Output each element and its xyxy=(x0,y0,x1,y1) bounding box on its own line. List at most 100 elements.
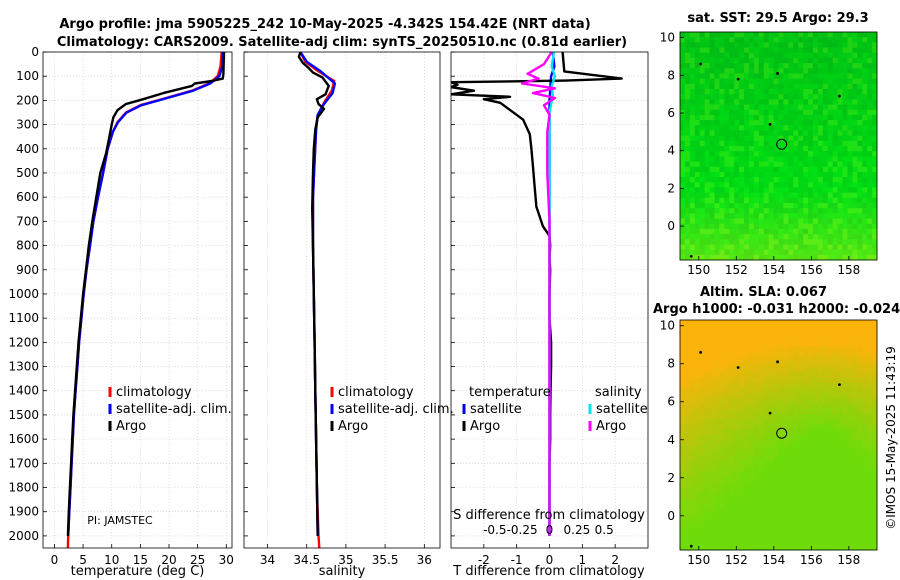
map-cell xyxy=(827,455,834,462)
map-cell xyxy=(778,130,784,137)
map-cell xyxy=(862,539,868,546)
map-cell xyxy=(734,429,740,436)
map-cell xyxy=(867,203,873,209)
map-cell xyxy=(734,135,740,142)
map-cell xyxy=(808,89,814,95)
sla-map-title: Altim. SLA: 0.067 xyxy=(700,285,827,300)
map-cell xyxy=(684,32,691,38)
map-cell xyxy=(744,534,750,540)
map-cell xyxy=(709,518,715,525)
map-cell xyxy=(744,398,750,405)
map-cell xyxy=(788,63,794,69)
map-cell xyxy=(778,151,784,157)
x-tick-label: 36 xyxy=(417,553,432,567)
map-cell xyxy=(827,182,834,188)
map-cell xyxy=(714,140,720,147)
map-cell xyxy=(808,455,814,462)
map-cell xyxy=(793,203,799,209)
map-cell xyxy=(827,89,834,95)
map-cell xyxy=(680,445,686,452)
map-cell xyxy=(684,223,691,230)
map-cell xyxy=(827,445,834,452)
map-cell xyxy=(744,52,750,59)
map-cell xyxy=(808,361,814,368)
x-tick-label: 156 xyxy=(800,553,823,567)
map-cell xyxy=(798,513,804,520)
map-cell xyxy=(822,197,829,204)
map-cell xyxy=(837,461,843,467)
map-cell xyxy=(847,120,853,126)
map-cell xyxy=(827,156,834,162)
map-cell xyxy=(793,335,799,342)
map-cell xyxy=(689,254,696,261)
map-cell xyxy=(798,346,804,352)
map-cell xyxy=(817,239,824,245)
map-cell xyxy=(788,197,794,204)
map-cell xyxy=(758,372,765,378)
map-cell xyxy=(763,68,770,74)
map-cell xyxy=(753,68,760,74)
map-cell xyxy=(837,518,843,525)
map-cell xyxy=(748,37,755,43)
map-cell xyxy=(773,223,779,230)
map-cell xyxy=(812,114,819,121)
map-cell xyxy=(744,208,750,214)
map-cell xyxy=(793,32,799,38)
map-cell xyxy=(808,94,814,100)
map-cell xyxy=(827,387,834,394)
map-cell xyxy=(714,351,720,357)
map-cell xyxy=(744,171,750,178)
map-cell xyxy=(778,89,784,95)
map-cell xyxy=(684,325,691,331)
map-cell xyxy=(862,466,868,472)
map-cell xyxy=(758,177,765,183)
map-cell xyxy=(817,156,824,162)
x-tick-label: 10 xyxy=(104,553,119,567)
x-tick-label: 152 xyxy=(725,553,748,567)
map-cell xyxy=(694,177,701,183)
map-cell xyxy=(822,492,829,499)
map-cell xyxy=(867,83,873,90)
map-cell xyxy=(822,408,829,415)
map-cell xyxy=(734,47,740,54)
map-cell xyxy=(744,340,750,347)
map-cell xyxy=(798,161,804,168)
map-cell xyxy=(803,445,809,452)
map-cell xyxy=(719,68,725,74)
map-cell xyxy=(773,146,779,152)
map-cell xyxy=(857,104,863,111)
map-cell xyxy=(822,151,829,157)
map-cell xyxy=(852,140,858,147)
map-cell xyxy=(822,523,829,530)
map-cell xyxy=(758,218,765,225)
map-cell xyxy=(852,335,858,342)
map-cell xyxy=(758,223,765,230)
map-cell xyxy=(808,156,814,162)
map-cell xyxy=(680,182,686,188)
map-cell xyxy=(862,387,868,394)
map-cell xyxy=(837,487,843,493)
map-cell xyxy=(812,182,819,188)
map-cell xyxy=(714,356,720,363)
map-cell xyxy=(847,513,853,520)
map-cell xyxy=(822,130,829,137)
map-cell xyxy=(694,208,701,214)
y-tick-label: 0 xyxy=(667,509,675,523)
map-cell xyxy=(827,234,834,240)
map-cell xyxy=(748,414,755,420)
map-cell xyxy=(734,140,740,147)
map-cell xyxy=(793,187,799,194)
x-tick-label: 35 xyxy=(338,553,353,567)
map-cell xyxy=(862,393,868,399)
map-cell xyxy=(788,104,794,111)
map-cell xyxy=(689,109,696,116)
map-cell xyxy=(694,403,701,410)
map-cell xyxy=(699,414,706,420)
map-cell xyxy=(748,466,755,472)
map-cell xyxy=(680,99,686,105)
map-cell xyxy=(689,482,696,488)
map-cell xyxy=(803,177,809,183)
map-cell xyxy=(817,403,824,410)
map-cell xyxy=(694,335,701,342)
map-cell xyxy=(852,218,858,225)
